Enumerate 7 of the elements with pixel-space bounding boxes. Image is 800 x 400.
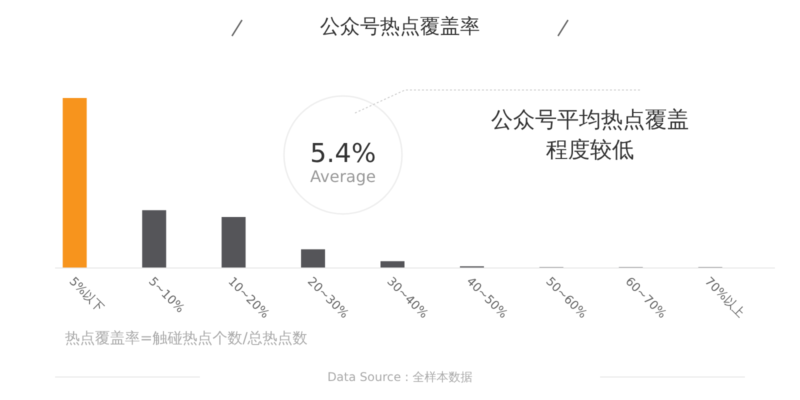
chart-title: 公众号热点覆盖率 (320, 14, 480, 38)
annotation: 公众号平均热点覆盖程度较低 (491, 108, 689, 163)
source-note: Data Source : 全样本数据 (327, 370, 473, 384)
text: 热点覆盖率=触碰热点个数/总热点数 (65, 329, 308, 347)
annotation: 5.4% (310, 139, 376, 169)
x-tick-label: 5%以下 (66, 274, 107, 315)
annotation: Average (310, 167, 376, 186)
